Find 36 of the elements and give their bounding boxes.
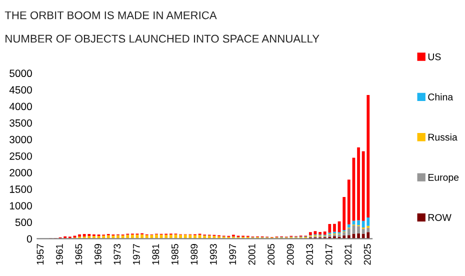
x-tick-label: 2009	[286, 244, 294, 265]
y-tick-label: 3500	[10, 119, 32, 127]
legend-label: Russia	[428, 133, 458, 141]
x-tick-label: 2017	[325, 244, 332, 265]
x-tick-label: 2025	[364, 244, 371, 265]
legend-label: US	[428, 53, 441, 60]
x-tick-label: 1985	[171, 244, 178, 264]
x-tick-label: 1957	[36, 244, 44, 264]
x-tick-label: 1969	[94, 244, 102, 264]
x-tick-label: 1989	[190, 244, 198, 264]
x-tick-label: 1997	[229, 244, 236, 264]
y-tick-label: 2500	[10, 152, 32, 160]
x-tick-label: 1993	[210, 244, 217, 264]
y-tick-label: 1000	[10, 202, 32, 210]
x-tick-label: 1973	[114, 244, 121, 264]
x-tick-label: 1965	[75, 244, 82, 264]
chart-title: THE ORBIT BOOM IS MADE IN AMERICA	[4, 11, 217, 20]
chart-subtitle: NUMBER OF OBJECTS LAUNCHED INTO SPACE ANNUALLY	[6, 34, 320, 43]
x-tick-label: 2001	[248, 244, 256, 265]
x-tick-label: 2021	[344, 244, 352, 265]
x-tick-label: 1961	[56, 244, 63, 264]
y-tick-label: 500	[15, 218, 32, 226]
x-tick-label: 1981	[152, 244, 160, 264]
y-tick-label: 4500	[9, 86, 32, 94]
y-tick-label: 0	[26, 235, 32, 243]
y-tick-label: 1500	[10, 186, 32, 193]
x-tick-label: 2005	[268, 244, 275, 265]
y-tick-label: 3000	[10, 136, 32, 144]
y-tick-label: 4000	[9, 102, 32, 110]
x-tick-label: 1977	[132, 244, 140, 264]
legend-label: Europe	[428, 174, 459, 183]
x-tick-label: 2013	[306, 244, 314, 265]
legend-label: ROW	[428, 214, 452, 221]
legend-label: China	[428, 93, 454, 100]
y-tick-label: 2000	[10, 169, 32, 176]
y-tick-label: 5000	[10, 70, 32, 78]
